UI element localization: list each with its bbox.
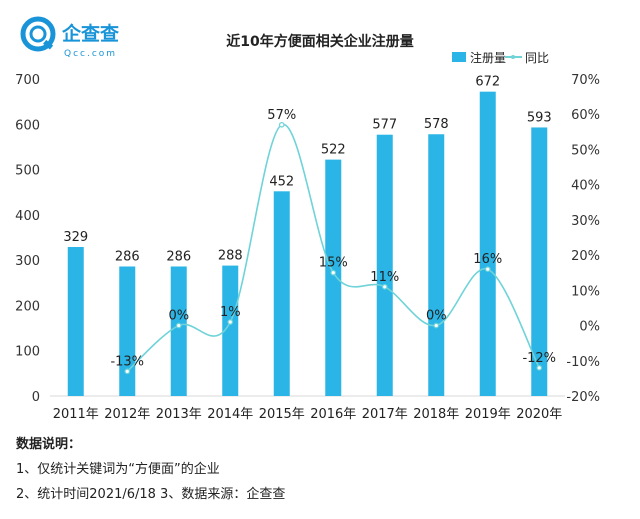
y-right-tick-label: -10%	[566, 355, 600, 370]
bar-value-label: 522	[321, 143, 346, 158]
yoy-point	[227, 319, 234, 325]
y-left-tick-label: 500	[15, 164, 40, 179]
bar-value-labels: 329 286 286 288 452 522 577 578 672 593	[63, 75, 551, 265]
yoy-line	[126, 123, 540, 372]
bar-value-label: 577	[372, 118, 397, 133]
y-left-tick-label: 200	[15, 299, 40, 314]
bar-value-label: 329	[63, 230, 88, 245]
y-right-tick-label: 60%	[571, 108, 600, 123]
yoy-point	[124, 368, 131, 375]
bar	[67, 247, 84, 396]
y-right-tick-label: 0%	[579, 320, 600, 335]
x-tick-label: 2017年	[362, 407, 408, 422]
bar-value-label: 286	[166, 249, 191, 264]
yoy-value-label: 57%	[267, 108, 296, 123]
x-tick-label: 2013年	[156, 407, 202, 422]
yoy-point	[381, 284, 388, 290]
yoy-value-label: 11%	[370, 270, 399, 285]
legend-bar-swatch	[452, 52, 466, 62]
x-tick-label: 2015年	[259, 407, 305, 422]
yoy-point	[330, 269, 337, 276]
bar	[479, 91, 496, 397]
y-left-tick-label: 300	[15, 254, 40, 269]
legend-line-marker	[511, 55, 515, 59]
bar-value-label: 672	[475, 75, 500, 90]
x-tick-label: 2016年	[310, 407, 356, 422]
y-right-tick-label: -20%	[566, 390, 600, 405]
logo-inner-ring-icon	[29, 25, 47, 43]
yoy-point	[278, 121, 285, 128]
yoy-value-label: 1%	[220, 305, 241, 320]
bar	[119, 266, 136, 396]
yoy-point	[433, 322, 440, 329]
y-right-tick-label: 40%	[571, 179, 600, 194]
y-left-axis: 0 100 200 300 400 500 600 700	[15, 73, 40, 405]
yoy-value-labels: -13% 0% 1% 57% 15% 11% 0% 16% -12%	[110, 108, 556, 370]
brand-logo: 企查查 Qcc.com	[20, 16, 120, 59]
bar	[222, 265, 239, 396]
y-right-tick-label: 20%	[571, 249, 600, 264]
bar-value-label: 593	[527, 110, 552, 125]
bar	[376, 134, 393, 397]
yoy-value-label: 15%	[319, 256, 348, 271]
notes-line-2: 2、统计时间2021/6/18 3、数据来源：企查查	[16, 487, 286, 502]
x-tick-label: 2011年	[53, 407, 99, 422]
y-left-tick-label: 700	[15, 73, 40, 88]
bar	[170, 266, 187, 396]
x-tick-label: 2012年	[104, 407, 150, 422]
x-axis-labels: 2011年 2012年 2013年 2014年 2015年 2016年 2017年 2018年…	[53, 407, 563, 422]
x-tick-label: 2019年	[465, 407, 511, 422]
notes-heading: 数据说明：	[16, 437, 82, 452]
yoy-value-label: -13%	[110, 354, 144, 369]
brand-name: 企查查	[61, 22, 120, 45]
y-right-tick-label: 30%	[571, 214, 600, 229]
yoy-point	[175, 322, 182, 329]
yoy-point	[536, 365, 543, 371]
yoy-value-label: 16%	[473, 252, 502, 267]
logo-ring-icon	[20, 16, 56, 52]
bar-value-label: 288	[218, 249, 243, 264]
legend-line-label: 同比	[525, 51, 549, 65]
x-tick-label: 2020年	[516, 407, 562, 422]
yoy-value-label: 0%	[426, 309, 447, 324]
yoy-point	[484, 266, 491, 273]
y-right-tick-label: 10%	[571, 284, 600, 299]
y-right-axis: -20% -10% 0% 10% 20% 30% 40% 50% 60% 70%	[566, 73, 600, 405]
brand-subtitle: Qcc.com	[64, 49, 117, 59]
bar-value-label: 452	[269, 174, 294, 189]
legend-bar-label: 注册量	[470, 50, 506, 65]
legend: 注册量 同比	[452, 50, 549, 65]
yoy-value-label: 0%	[168, 309, 189, 324]
yoy-points	[124, 121, 543, 375]
bar-value-label: 578	[424, 117, 449, 132]
notes-line-1: 1、仅统计关键词为“方便面”的企业	[16, 462, 220, 477]
y-right-tick-label: 50%	[571, 143, 600, 158]
yoy-value-label: -12%	[522, 351, 556, 366]
x-tick-label: 2018年	[413, 407, 459, 422]
y-left-tick-label: 400	[15, 209, 40, 224]
x-tick-label: 2014年	[207, 407, 253, 422]
y-left-tick-label: 600	[15, 118, 40, 133]
bar	[428, 134, 445, 396]
bar	[273, 191, 290, 396]
y-left-tick-label: 100	[15, 345, 40, 360]
bar	[325, 159, 342, 396]
y-left-tick-label: 0	[32, 390, 40, 405]
y-right-tick-label: 70%	[571, 73, 600, 88]
chart: 近10年方便面相关企业注册量 注册量 同比 0 100 200 300 400 500 60…	[15, 33, 600, 422]
chart-title: 近10年方便面相关企业注册量	[226, 33, 413, 50]
bar	[531, 127, 548, 396]
bar-series	[67, 91, 548, 397]
logo-tail-icon	[43, 39, 54, 50]
bar-value-label: 286	[115, 249, 140, 264]
